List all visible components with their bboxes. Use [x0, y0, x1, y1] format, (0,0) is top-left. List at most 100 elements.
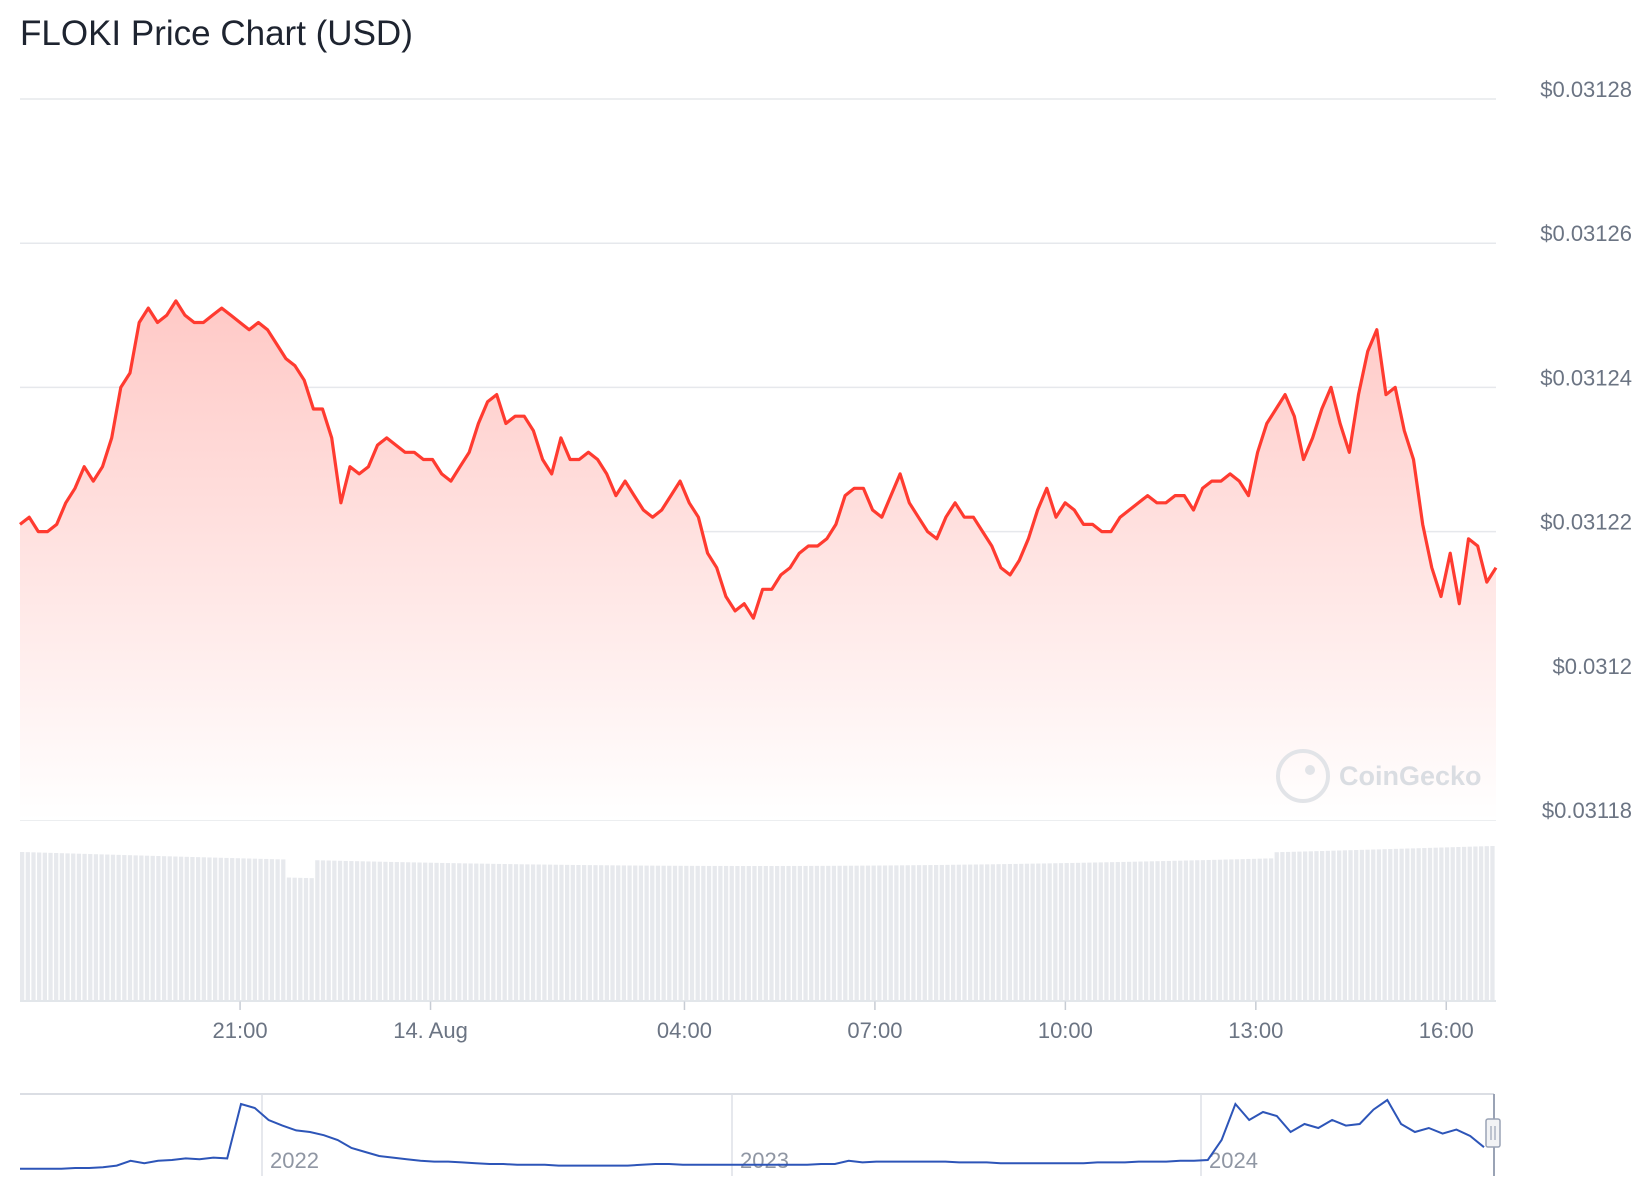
volume-bar — [650, 865, 655, 1000]
volume-bar — [281, 859, 286, 1000]
price-area — [19, 299, 1498, 820]
volume-bar — [167, 856, 172, 1000]
volume-bar — [218, 857, 223, 1000]
volume-bar — [979, 864, 984, 1000]
volume-bar — [269, 859, 275, 1000]
volume-bar — [1234, 859, 1240, 1000]
y-tick-label: $0.03122 — [1540, 510, 1632, 535]
volume-bar — [371, 861, 377, 1000]
volume-bar — [54, 853, 59, 1000]
volume-bar — [1473, 846, 1478, 1000]
volume-bar — [775, 865, 780, 1000]
volume-bar — [860, 865, 865, 1000]
volume-bar — [1308, 851, 1313, 1000]
volume-bar — [1195, 860, 1200, 1000]
volume-bar — [1200, 860, 1206, 1000]
volume-bar — [496, 863, 502, 1000]
volume-bar — [230, 858, 235, 1000]
volume-bar — [127, 855, 133, 1000]
x-tick-label: 21:00 — [213, 1018, 268, 1043]
volume-bar — [1161, 861, 1166, 1000]
volume-bar — [20, 852, 25, 1000]
volume-bar — [1348, 850, 1353, 1000]
volume-bar — [1229, 859, 1234, 1000]
volume-bar — [610, 865, 615, 1000]
volume-bar — [831, 865, 837, 1000]
volume-bar — [105, 854, 110, 1000]
volume-bar — [627, 865, 632, 1000]
volume-bar — [207, 857, 212, 1000]
volume-bar — [735, 865, 740, 1000]
volume-bar — [1132, 861, 1137, 1000]
volume-bar — [1092, 862, 1098, 1000]
volume-bar — [298, 877, 303, 1000]
volume-bar — [712, 865, 717, 1000]
navigator-handle[interactable] — [1485, 1118, 1501, 1148]
volume-bar — [1410, 848, 1416, 1000]
volume-bar — [1127, 861, 1132, 1000]
volume-bar — [1240, 859, 1245, 1000]
volume-bar — [485, 863, 490, 1000]
volume-bar — [1144, 861, 1149, 1000]
volume-bar — [769, 865, 774, 1000]
volume-bar — [400, 862, 405, 1000]
volume-bar — [82, 853, 87, 1000]
volume-bar — [1456, 847, 1461, 1000]
volume-bar — [587, 865, 592, 1000]
volume-bar — [25, 852, 30, 1000]
volume-bar — [1365, 849, 1370, 1000]
volume-bar — [1007, 864, 1013, 1000]
volume-bar — [93, 854, 99, 1000]
volume-bar — [37, 852, 42, 1000]
volume-bar — [1450, 847, 1455, 1000]
volume-bar — [661, 865, 666, 1000]
y-tick-label: $0.03118 — [1542, 798, 1632, 823]
volume-bar — [928, 865, 933, 1000]
volume-bar — [888, 865, 893, 1000]
volume-bars — [20, 846, 1495, 1000]
volume-bar — [462, 863, 468, 1000]
volume-bar — [1172, 860, 1177, 1000]
volume-bar — [1121, 861, 1126, 1000]
volume-bar — [752, 865, 757, 1000]
chart-title: FLOKI Price Chart (USD) — [20, 14, 413, 53]
volume-bar — [479, 863, 485, 1000]
volume-bar — [1274, 852, 1279, 1000]
volume-bar — [542, 864, 547, 1000]
volume-bar — [292, 877, 297, 1000]
volume-bar — [303, 877, 309, 1000]
volume-bar — [161, 856, 167, 1000]
volume-bar — [559, 864, 564, 1000]
volume-bar — [1087, 862, 1092, 1000]
volume-bar — [672, 865, 678, 1000]
volume-bar — [116, 854, 121, 1000]
volume-bar — [701, 865, 706, 1000]
volume-bar — [1302, 851, 1308, 1000]
x-tick-label: 10:00 — [1038, 1018, 1093, 1043]
volume-bar — [894, 865, 899, 1000]
volume-bar — [315, 860, 320, 1000]
volume-bar — [814, 865, 820, 1000]
volume-bar — [723, 865, 729, 1000]
volume-bar — [1478, 846, 1484, 1000]
volume-bar — [877, 865, 882, 1000]
volume-bar — [1268, 858, 1274, 1000]
navigator[interactable]: 2022 2023 2024 — [20, 1093, 1501, 1176]
volume-bar — [962, 864, 967, 1000]
volume-bar — [899, 865, 905, 1000]
y-tick-label: $0.0312 — [1552, 654, 1632, 679]
volume-bar — [1075, 862, 1081, 1000]
volume-bar — [332, 860, 337, 1000]
volume-bar — [655, 865, 661, 1000]
volume-bar — [1371, 849, 1376, 1000]
volume-bar — [144, 855, 150, 1000]
volume-bar — [1155, 861, 1160, 1000]
volume-bar — [916, 865, 922, 1000]
volume-bar — [286, 877, 292, 1000]
volume-bar — [156, 856, 161, 1000]
volume-bar — [1291, 851, 1296, 1000]
volume-bar — [547, 864, 553, 1000]
volume-bar — [213, 857, 218, 1000]
volume-bar — [1217, 859, 1223, 1000]
